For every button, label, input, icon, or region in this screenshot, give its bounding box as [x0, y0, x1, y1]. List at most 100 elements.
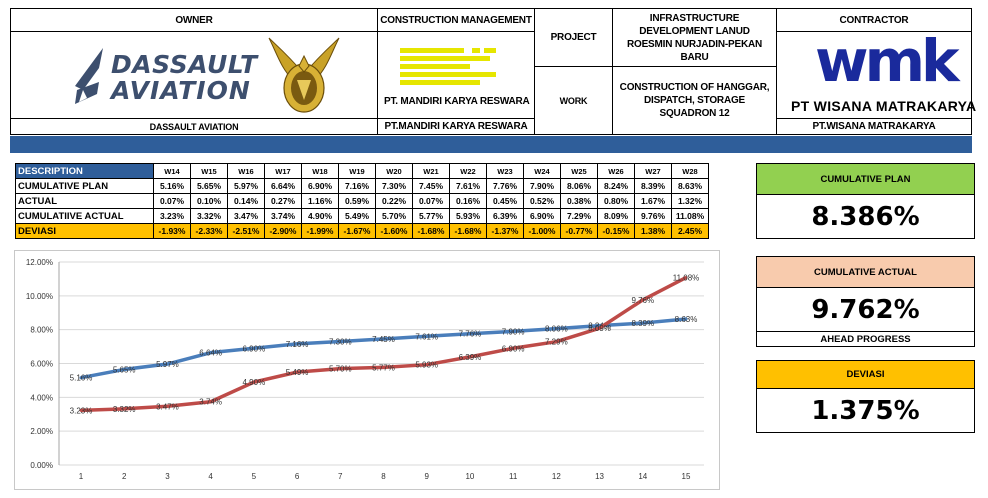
week-header: W28 — [671, 163, 709, 179]
data-point — [425, 363, 429, 367]
week-header: W27 — [634, 163, 672, 179]
data-point — [684, 276, 688, 280]
y-tick-label: 2.00% — [30, 427, 53, 436]
data-label: 6.39% — [459, 353, 482, 362]
wmk-logo: wmk — [815, 27, 960, 95]
table-cell: 5.93% — [449, 208, 487, 224]
x-tick-label: 9 — [424, 472, 429, 481]
table-cell: 11.08% — [671, 208, 709, 224]
data-label: 5.93% — [415, 361, 438, 370]
contractor-name: PT.WISANA MATRAKARYA — [812, 121, 936, 132]
week-header: W22 — [449, 163, 487, 179]
data-point — [165, 404, 169, 408]
work-label-cell: WORK — [534, 66, 613, 135]
table-cell: 7.30% — [375, 178, 413, 194]
table-cell: 1.32% — [671, 193, 709, 209]
data-point — [598, 326, 602, 330]
table-cell: 3.23% — [153, 208, 191, 224]
data-label: 7.61% — [415, 332, 438, 341]
progress-chart: 0.00%2.00%4.00%6.00%8.00%10.00%12.00%1 2 3… — [26, 258, 704, 481]
kpi-actual-title: CUMULATIVE ACTUAL — [756, 256, 975, 288]
data-label: 5.97% — [156, 360, 179, 369]
data-label: 4.90% — [243, 378, 266, 387]
data-label: 7.45% — [372, 335, 395, 344]
y-tick-label: 8.00% — [30, 326, 53, 335]
data-label: 3.47% — [156, 402, 179, 411]
y-tick-label: 10.00% — [26, 292, 53, 301]
table-cell: -0.15% — [597, 223, 635, 239]
data-label: 5.70% — [329, 365, 352, 374]
table-cell: 0.07% — [153, 193, 191, 209]
dassault-plane-icon — [75, 48, 103, 104]
cm-title: CONSTRUCTION MANAGEMENT — [380, 14, 532, 26]
data-label: 5.49% — [286, 368, 309, 377]
x-tick-label: 14 — [638, 472, 647, 481]
x-tick-label: 8 — [381, 472, 386, 481]
data-label: 11.08% — [673, 274, 700, 283]
owner-logo-cell: DASSAULT AVIATION — [10, 31, 378, 119]
progress-table: DESCRIPTION W14 W15 W16 W17 W18 W19 W20 … — [15, 163, 709, 239]
cm-logo-text: PT. MANDIRI KARYA RESWARA — [384, 96, 530, 107]
data-label: 5.16% — [70, 374, 93, 383]
work-value-cell: CONSTRUCTION OF HANGGAR, DISPATCH, STORA… — [612, 66, 777, 135]
table-cell: -2.90% — [264, 223, 302, 239]
work-label: WORK — [559, 95, 588, 106]
data-point — [79, 408, 83, 412]
table-row: ACTUAL 0.07% 0.10% 0.14% 0.27% 1.16% 0.59% 0.22… — [15, 193, 709, 209]
kpi-plan-value: 8.386% — [756, 194, 975, 239]
table-cell: 0.59% — [338, 193, 376, 209]
y-tick-label: 12.00% — [26, 258, 53, 267]
table-row: CUMULATIIVE ACTUAL 3.23% 3.32% 3.47% 3.74% 4.… — [15, 208, 709, 224]
table-cell: -1.37% — [486, 223, 524, 239]
contractor-logo-cell: wmk PT WISANA MATRAKARYA — [776, 27, 976, 119]
week-header: W26 — [597, 163, 635, 179]
data-point — [165, 362, 169, 366]
week-header: W23 — [486, 163, 524, 179]
table-cell: -1.60% — [375, 223, 413, 239]
wmk-logo-sub: PT WISANA MATRAKARYA — [791, 98, 977, 114]
data-point — [79, 376, 83, 380]
x-tick-label: 10 — [465, 472, 474, 481]
table-cell: 7.29% — [560, 208, 598, 224]
x-tick-label: 15 — [682, 472, 691, 481]
table-cell: 1.67% — [634, 193, 672, 209]
week-header: W18 — [301, 163, 339, 179]
data-label: 8.39% — [631, 319, 654, 328]
data-point — [511, 329, 515, 333]
y-tick-label: 0.00% — [30, 461, 53, 470]
week-header: W17 — [264, 163, 302, 179]
y-tick-label: 4.00% — [30, 393, 53, 402]
x-tick-label: 11 — [509, 472, 518, 481]
table-cell: -2.51% — [227, 223, 265, 239]
data-label: 5.77% — [372, 363, 395, 372]
table-cell: -1.67% — [338, 223, 376, 239]
table-cell: 5.70% — [375, 208, 413, 224]
table-cell: 0.80% — [597, 193, 635, 209]
table-cell: 0.27% — [264, 193, 302, 209]
data-point — [641, 321, 645, 325]
table-cell: 7.45% — [412, 178, 450, 194]
table-cell: 0.07% — [412, 193, 450, 209]
data-label: 8.06% — [545, 325, 568, 334]
data-label: 3.74% — [199, 398, 222, 407]
row-label: ACTUAL — [15, 193, 154, 209]
data-point — [382, 337, 385, 341]
table-cell: 0.22% — [375, 193, 413, 209]
table-cell: -1.68% — [449, 223, 487, 239]
x-tick-label: 2 — [122, 472, 127, 481]
owner-title-cell: OWNER — [10, 8, 378, 32]
table-cell: 5.97% — [227, 178, 265, 194]
data-label: 9.76% — [631, 296, 654, 305]
table-cell: 6.39% — [486, 208, 524, 224]
data-label: 7.30% — [329, 338, 352, 347]
table-cell: 1.38% — [634, 223, 672, 239]
data-label: 6.90% — [502, 344, 525, 353]
dassault-logo-line2: AVIATION — [111, 76, 251, 105]
week-header: W21 — [412, 163, 450, 179]
table-cell: 0.52% — [523, 193, 561, 209]
owner-title: OWNER — [175, 14, 213, 26]
week-header: W15 — [190, 163, 228, 179]
data-label: 7.29% — [545, 338, 568, 347]
table-cell: -1.93% — [153, 223, 191, 239]
table-row: CUMULATIVE PLAN 5.16% 5.65% 5.97% 6.64% 6.90%… — [15, 178, 709, 194]
